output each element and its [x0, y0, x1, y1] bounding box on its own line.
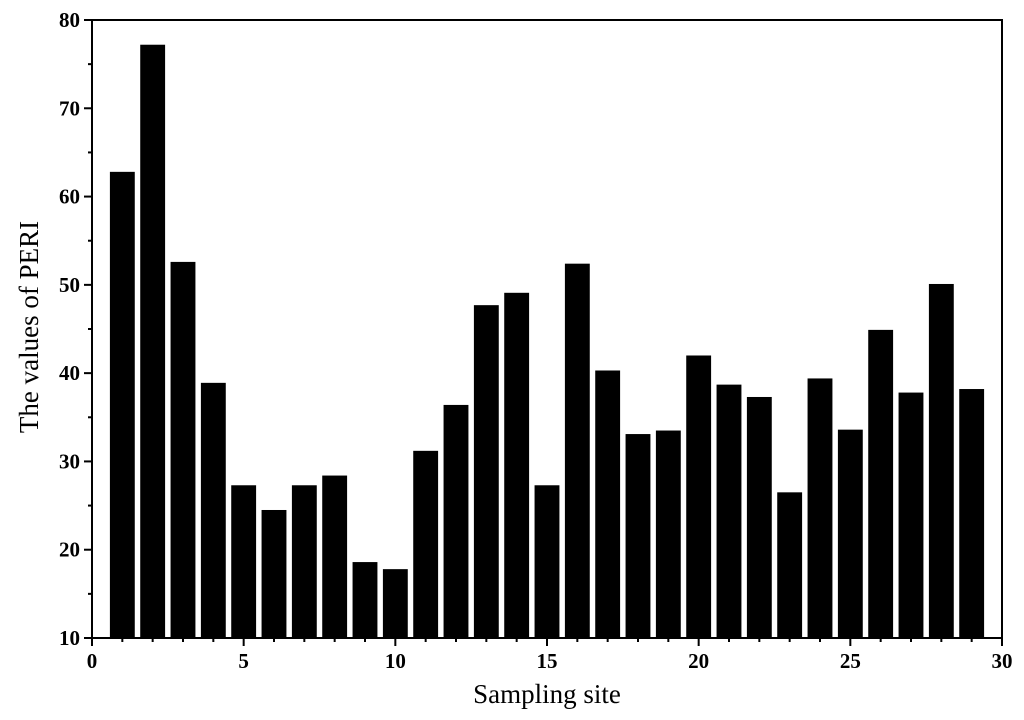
bar-site-1 [109, 171, 135, 638]
bar-site-5 [231, 485, 257, 638]
x-tick-label: 5 [238, 649, 249, 673]
bar-site-6 [261, 509, 287, 638]
ticks: 0 5 10 15 20 25 30 10 20 30 40 50 60 70 80 [59, 8, 1013, 673]
bar-site-14 [504, 292, 530, 638]
bar-site-26 [868, 329, 894, 638]
bar-site-17 [595, 370, 621, 638]
y-tick-label: 40 [59, 361, 80, 385]
x-axis-title: Sampling site [473, 679, 621, 709]
bar-site-29 [959, 389, 985, 638]
bar-site-19 [655, 430, 681, 638]
bar-site-2 [140, 44, 166, 639]
bar-site-15 [534, 485, 560, 638]
y-tick-label: 60 [59, 185, 80, 209]
bar-site-24 [807, 378, 833, 638]
bar-site-22 [746, 396, 772, 638]
bar-site-16 [564, 263, 590, 638]
bar-site-23 [777, 492, 803, 638]
bar-site-3 [170, 261, 196, 638]
bar-site-12 [443, 404, 469, 638]
bar-site-11 [413, 450, 439, 638]
bar-site-8 [322, 475, 348, 638]
bar-site-27 [898, 392, 924, 638]
x-tick-label: 30 [992, 649, 1013, 673]
bar-site-18 [625, 434, 651, 638]
bar-site-13 [473, 305, 499, 638]
y-tick-label: 80 [59, 8, 80, 32]
bars [109, 44, 985, 639]
bar-site-10 [382, 569, 408, 638]
bar-site-9 [352, 562, 378, 638]
y-tick-label: 50 [59, 273, 80, 297]
x-tick-label: 0 [87, 649, 98, 673]
y-tick-label: 70 [59, 96, 80, 120]
bar-site-28 [928, 283, 954, 638]
bar-site-7 [291, 485, 317, 638]
y-tick-label: 20 [59, 538, 80, 562]
y-axis-title: The values of PERI [14, 221, 44, 433]
y-tick-label: 10 [59, 626, 80, 650]
bar-site-21 [716, 384, 742, 638]
bar-site-4 [200, 382, 226, 638]
x-tick-label: 15 [537, 649, 558, 673]
x-tick-label: 25 [840, 649, 861, 673]
x-tick-label: 20 [688, 649, 709, 673]
bar-site-20 [686, 355, 712, 638]
y-tick-label: 30 [59, 449, 80, 473]
x-tick-label: 10 [385, 649, 406, 673]
bar-site-25 [837, 429, 863, 638]
